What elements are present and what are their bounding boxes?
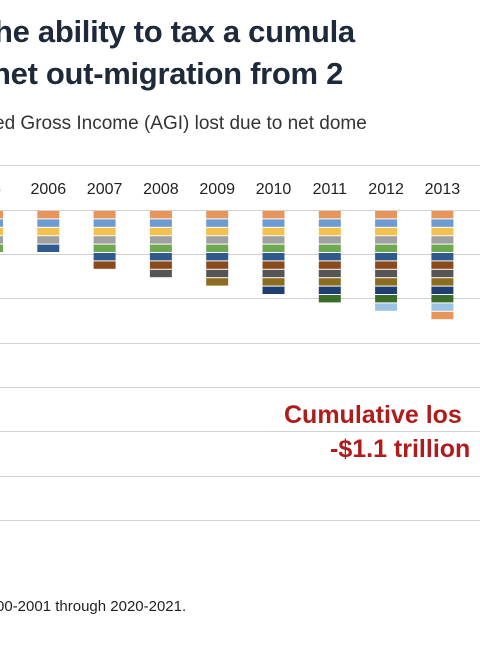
bar-segment [149,253,172,261]
annotation-cumulative-loss: Cumulative los [284,401,462,429]
bar-segment [37,219,60,227]
x-axis-labels: 05200620072008200920102011201220132 [0,181,461,198]
bar-segment [149,261,172,269]
bar-segment [206,253,229,261]
bar-segment [206,278,229,286]
bar-segment [206,244,229,252]
bar-segment [431,286,454,294]
bar-segment [262,211,285,219]
x-tick-label: 2013 [425,181,461,198]
bar-segment [93,244,116,252]
bar-segment [318,227,341,236]
bar-segment [149,227,172,236]
bar-segment [375,253,398,261]
grid-layer [0,165,480,521]
bar-segment [375,295,398,303]
bar-segment [262,278,285,286]
bar-segment [0,219,3,227]
bar-segment [431,311,454,320]
bar-segment [318,295,341,303]
bar-segment [93,227,116,236]
bar-segment [149,244,172,252]
bar-segment [93,261,116,269]
bar-segment [37,244,60,252]
x-tick-label: 2010 [256,181,292,198]
bar-segment [375,286,398,294]
bar-segment [431,269,454,278]
bar-segment [206,219,229,227]
bar-segment [375,269,398,278]
bar-segment [431,219,454,227]
bar-segment [206,269,229,278]
chart-title-line-2: net out-migration from 2 [0,56,344,91]
bar-segment [37,211,60,219]
footnote: 00-2001 through 2020-2021. [0,598,187,615]
bar-segment [93,219,116,227]
x-tick-label: 05 [0,181,1,198]
bar-segment [375,303,398,311]
bar-segment [0,244,3,252]
bar-segment [318,286,341,294]
bar-segment [262,219,285,227]
bar-segment [318,236,341,244]
bar-segment [375,244,398,252]
bar-segment [375,278,398,286]
x-tick-label: 2012 [368,181,404,198]
bar-segment [262,236,285,244]
bar-segment [318,253,341,261]
bar-segment [375,227,398,236]
bar-segment [318,269,341,278]
stacked-bar-chart: 05200620072008200920102011201220132 Cumu… [0,165,480,521]
bar-segment [431,211,454,219]
bar-segment [318,211,341,219]
bar-segment [431,227,454,236]
bar-segment [431,236,454,244]
bar-segment [206,261,229,269]
x-tick-label: 2008 [143,181,179,198]
bar-segment [37,227,60,236]
bar-segment [0,236,3,244]
bar-segment [93,211,116,219]
bar-segment [375,261,398,269]
x-tick-label: 2007 [87,181,123,198]
chart-subtitle: ed Gross Income (AGI) lost due to net do… [0,113,367,134]
bar-segment [431,244,454,252]
bar-segment [262,261,285,269]
bar-segment [93,253,116,261]
bar-segment [262,227,285,236]
bar-layer [0,211,454,320]
bar-segment [37,236,60,244]
bar-segment [318,219,341,227]
bar-segment [149,269,172,278]
bar-segment [262,286,285,294]
bar-segment [262,244,285,252]
bar-segment [318,261,341,269]
bar-segment [262,269,285,278]
bar-segment [431,253,454,261]
bar-segment [262,253,285,261]
bar-segment [318,278,341,286]
bar-segment [431,261,454,269]
bar-segment [431,303,454,311]
bar-segment [375,219,398,227]
bar-segment [149,211,172,219]
bar-segment [431,278,454,286]
bar-segment [206,236,229,244]
bar-segment [0,227,3,236]
chart-title-line-1: he ability to tax a cumula [0,14,355,49]
bar-segment [149,219,172,227]
bar-segment [318,244,341,252]
x-tick-label: 2009 [199,181,235,198]
x-tick-label: 2011 [313,181,348,198]
annotation-total-amount: -$1.1 trillion [330,435,470,463]
bar-segment [375,236,398,244]
bar-segment [375,211,398,219]
bar-segment [93,236,116,244]
bar-segment [206,211,229,219]
bar-segment [0,211,3,219]
bar-segment [431,295,454,303]
bar-segment [149,236,172,244]
x-tick-label: 2006 [31,181,67,198]
bar-segment [206,227,229,236]
